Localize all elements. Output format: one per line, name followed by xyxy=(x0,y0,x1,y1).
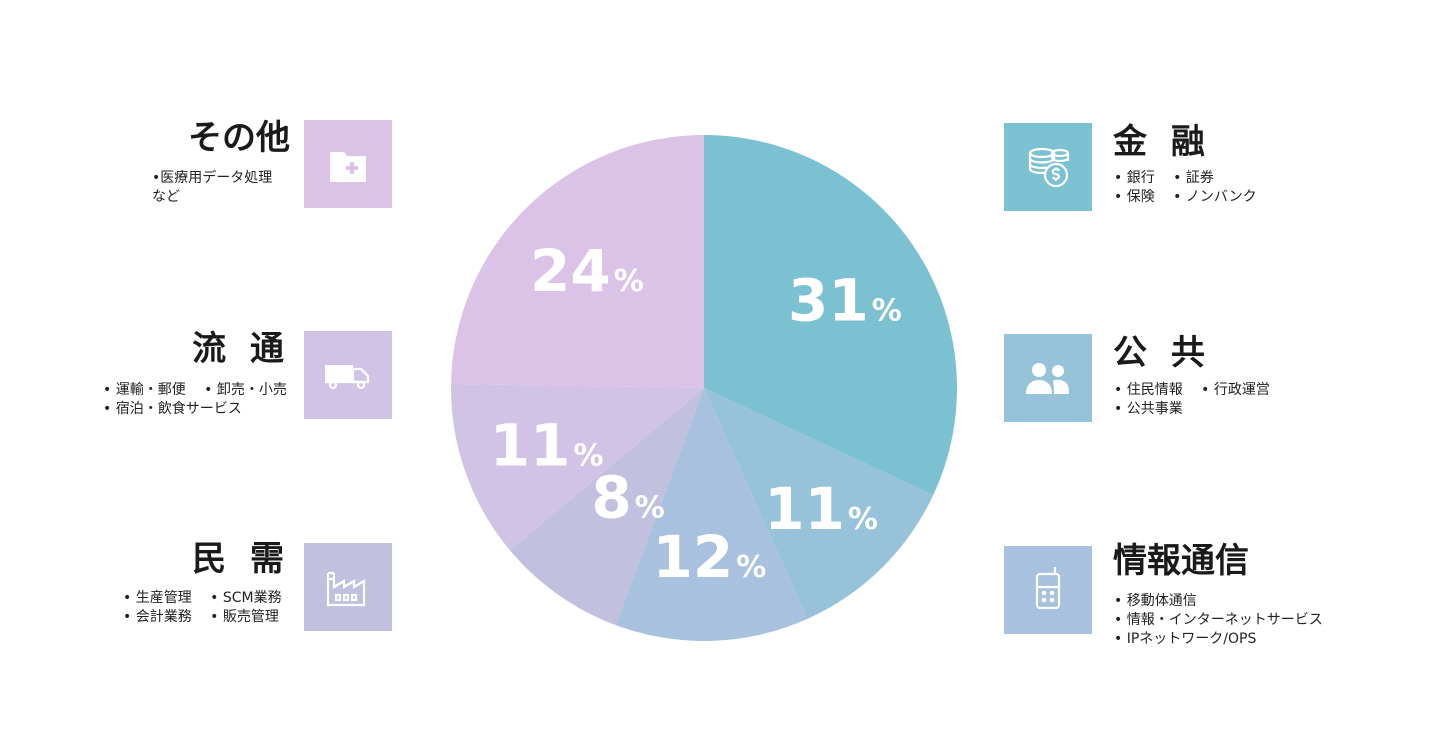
description-line: • 運輸・郵便 • 卸売・小売 xyxy=(103,382,287,398)
distribution-tile xyxy=(304,331,392,419)
description-line: • 宿泊・飲食サービス xyxy=(103,401,242,417)
description-line: • 生産管理 • SCM業務 xyxy=(123,590,282,606)
distribution-description: • 運輸・郵便 • 卸売・小売 • 宿泊・飲食サービス xyxy=(103,381,287,419)
private-description: • 生産管理 • SCM業務 • 会計業務 • 販売管理 xyxy=(123,589,282,627)
finance-tile xyxy=(1004,123,1092,211)
description-line: • 公共事業 xyxy=(1114,401,1183,417)
description-line: など xyxy=(152,189,180,205)
telecom-title: 情報通信 xyxy=(1113,541,1249,581)
description-line: • 会計業務 • 販売管理 xyxy=(123,609,279,625)
telecom-description: • 移動体通信 • 情報・インターネットサービス • IPネットワーク/OPS xyxy=(1114,592,1323,649)
medical-case-icon xyxy=(330,152,366,182)
other-description: •医療用データ処理 など xyxy=(152,169,272,207)
description-line: • 保険 • ノンバンク xyxy=(1114,189,1257,205)
pie-slice-distribution xyxy=(450,383,704,551)
pie-slice-telecom xyxy=(615,388,808,641)
description-line: •医療用データ処理 xyxy=(152,170,273,186)
description-line: • 銀行 • 証券 xyxy=(1114,170,1214,186)
pie-slice-finance xyxy=(704,135,958,496)
description-line: • 住民情報 • 行政運営 xyxy=(1114,382,1270,398)
finance-title: 金 融 xyxy=(1113,122,1211,162)
pie-slice-other xyxy=(451,135,704,388)
pie-label-other: 24% xyxy=(530,237,644,305)
other-tile xyxy=(304,120,392,208)
description-line: • IPネットワーク/OPS xyxy=(1114,631,1257,647)
truck-icon xyxy=(325,365,370,390)
telecom-tile xyxy=(1004,546,1092,634)
other-title: その他 xyxy=(188,118,290,158)
mobile-phone-icon xyxy=(1035,567,1061,610)
public-tile xyxy=(1004,334,1092,422)
distribution-title: 流 通 xyxy=(192,329,290,369)
pie-label-finance: 31% xyxy=(788,266,902,334)
finance-description: • 銀行 • 証券 • 保険 • ノンバンク xyxy=(1114,169,1257,207)
public-description: • 住民情報 • 行政運営 • 公共事業 xyxy=(1114,381,1270,419)
private-tile xyxy=(304,543,392,631)
description-line: • 情報・インターネットサービス xyxy=(1114,612,1323,628)
pie-label-telecom: 12% xyxy=(653,523,767,591)
pie-label-distribution: 11% xyxy=(490,412,604,480)
people-icon xyxy=(1026,363,1069,394)
pie-label-public: 11% xyxy=(764,475,878,543)
private-title: 民 需 xyxy=(192,539,290,579)
factory-icon xyxy=(326,571,366,607)
pie-label-private: 8% xyxy=(591,463,664,531)
pie-slice-private xyxy=(509,388,704,626)
description-line: • 移動体通信 xyxy=(1114,593,1197,609)
public-title: 公 共 xyxy=(1113,333,1211,373)
coins-icon xyxy=(1028,147,1070,188)
pie-slice-public xyxy=(704,388,934,619)
